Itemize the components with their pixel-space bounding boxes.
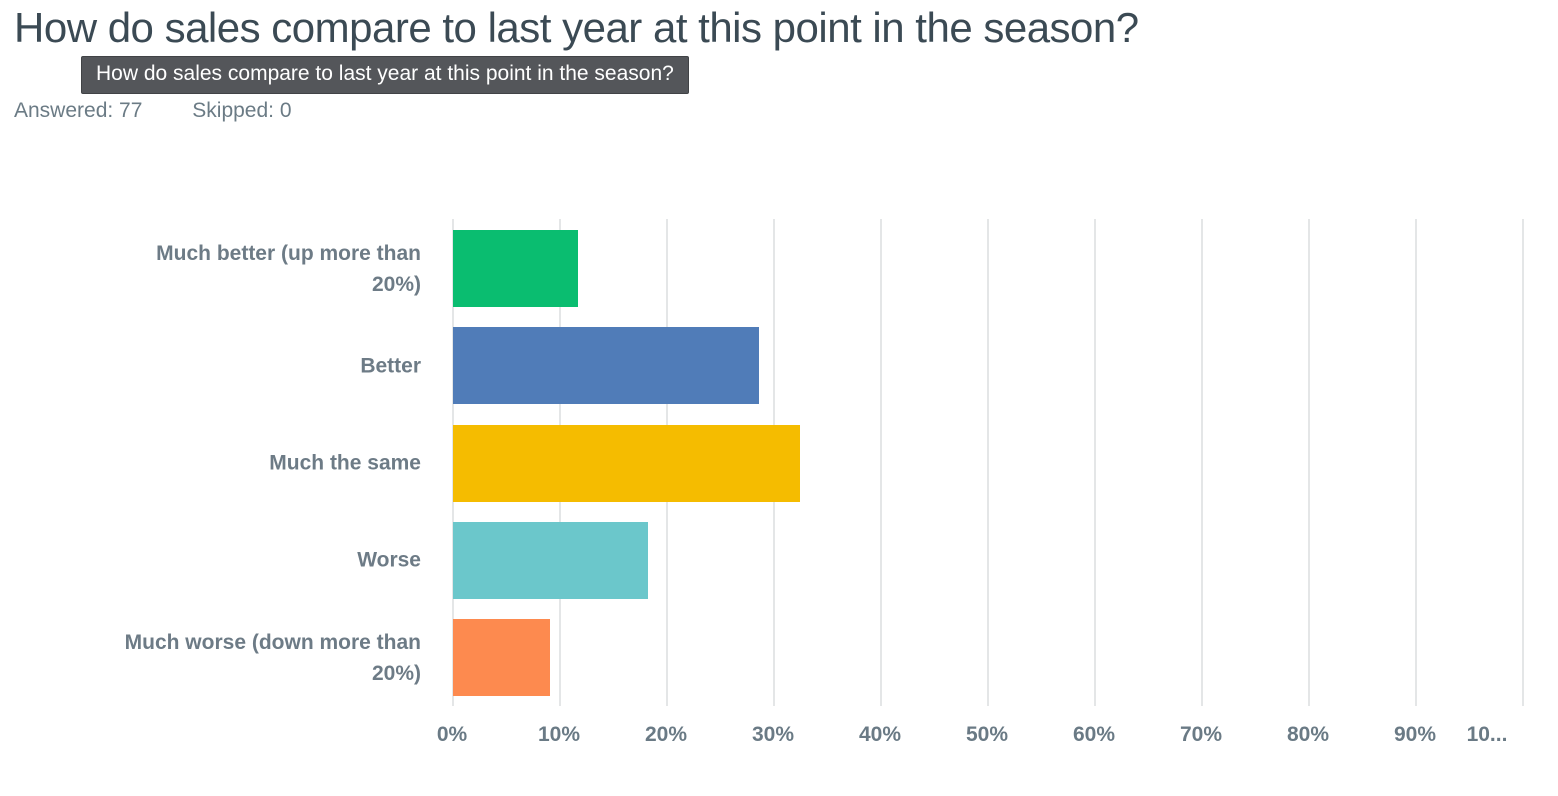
x-axis-tick-label: 50% xyxy=(965,723,1009,746)
x-axis-tick-label: 10... xyxy=(1466,723,1508,746)
category-label: Better xyxy=(360,354,421,378)
bar-much-worse-down-more-than-20[interactable] xyxy=(453,619,551,696)
gridline xyxy=(1094,219,1096,706)
category-label: Much better (up more than 20%) xyxy=(156,241,421,296)
x-axis-tick-label: 70% xyxy=(1179,723,1223,746)
response-meta: Answered: 77 Skipped: 0 xyxy=(14,99,292,123)
bar-worse[interactable] xyxy=(453,521,648,599)
category-label: Much the same xyxy=(269,451,421,475)
skipped-count: Skipped: 0 xyxy=(192,99,292,122)
gridline xyxy=(1415,219,1417,706)
x-axis-tick-label: 30% xyxy=(751,723,795,746)
question-title: How do sales compare to last year at thi… xyxy=(14,4,1139,51)
bar-better[interactable] xyxy=(453,327,759,405)
gridline xyxy=(1308,219,1310,706)
bar-much-better-up-more-than-20[interactable] xyxy=(453,230,579,307)
gridline xyxy=(1201,219,1203,706)
x-axis-tick-label: 10% xyxy=(537,723,581,746)
x-axis-tick-label: 80% xyxy=(1286,723,1330,746)
x-axis-tick-label: 90% xyxy=(1393,723,1437,746)
bar-much-the-same[interactable] xyxy=(453,424,801,502)
x-axis-tick-label: 20% xyxy=(644,723,688,746)
category-label: Worse xyxy=(357,548,421,572)
plot-area xyxy=(452,219,1524,706)
answered-count: Answered: 77 xyxy=(14,99,143,122)
x-axis-tick-label: 0% xyxy=(436,723,468,746)
question-tooltip: How do sales compare to last year at thi… xyxy=(81,56,689,94)
category-label: Much worse (down more than 20%) xyxy=(124,630,421,685)
gridline xyxy=(987,219,989,706)
gridline xyxy=(1522,219,1524,706)
x-axis-tick-label: 40% xyxy=(858,723,902,746)
x-axis-tick-label: 60% xyxy=(1072,723,1116,746)
gridline xyxy=(880,219,882,706)
